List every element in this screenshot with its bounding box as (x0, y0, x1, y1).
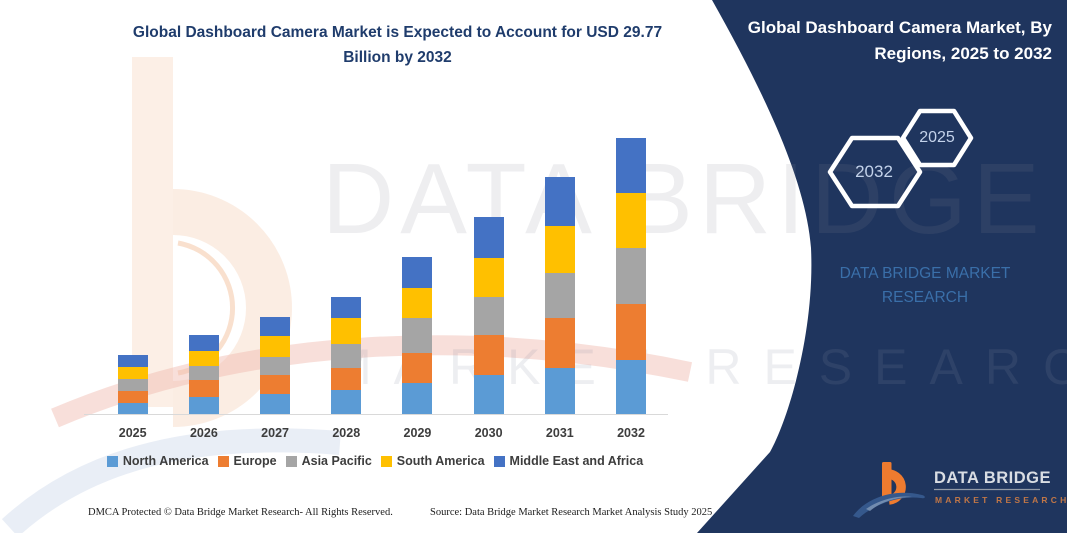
bar-segment-north-america-2032 (616, 360, 647, 415)
bar-segment-middle-east-and-africa-2026 (188, 334, 219, 351)
bar-segment-south-america-2025 (117, 367, 148, 379)
bar-segment-north-america-2030 (473, 375, 504, 415)
bar-segment-north-america-2025 (117, 402, 148, 415)
x-axis-tick-2030: 2030 (474, 426, 503, 440)
footer-source: Source: Data Bridge Market Research Mark… (430, 507, 713, 518)
side-panel-brand-text: DATA BRIDGE MARKET RESEARCH (790, 262, 1060, 310)
bar-segment-asia-pacific-2025 (117, 378, 148, 391)
bar-segment-europe-2026 (188, 379, 219, 398)
legend-item-asia-pacific: Asia Pacific (285, 454, 372, 468)
chart-title: Global Dashboard Camera Market is Expect… (95, 20, 700, 70)
logo-swoosh-highlight (866, 496, 912, 511)
legend-label-south-america: South America (396, 454, 485, 468)
legend-swatch-asia-pacific (285, 455, 297, 467)
legend-swatch-north-america (106, 455, 118, 467)
bar-segment-europe-2028 (331, 367, 362, 390)
chart-legend: North America Europe Asia Pacific South Ame… (78, 454, 672, 468)
bar-segment-middle-east-and-africa-2025 (117, 354, 148, 368)
company-logo: DATA BRIDGE MARKET RESEARCH (853, 462, 1067, 518)
brand-text-line1: DATA BRIDGE MARKET (839, 265, 1011, 282)
side-panel-title-line1: Global Dashboard Camera Market, By (747, 18, 1052, 37)
bar-segment-asia-pacific-2029 (402, 318, 433, 353)
bar-segment-europe-2029 (402, 352, 433, 383)
legend-label-asia-pacific: Asia Pacific (301, 454, 372, 468)
side-panel-background (697, 0, 1067, 533)
legend-swatch-south-america (380, 455, 392, 467)
x-axis-tick-2026: 2026 (189, 426, 218, 440)
logo-subtitle-text: MARKET RESEARCH (935, 495, 1067, 505)
legend-label-north-america: North America (122, 454, 209, 468)
bar-segment-asia-pacific-2026 (188, 365, 219, 380)
bar-segment-north-america-2028 (331, 390, 362, 415)
bar-segment-north-america-2027 (260, 394, 291, 415)
logo-swoosh-icon (853, 492, 925, 518)
bar-segment-south-america-2026 (188, 350, 219, 366)
side-panel-title: Global Dashboard Camera Market, By Regio… (740, 15, 1052, 67)
legend-label-middle-east-and-africa: Middle East and Africa (509, 454, 644, 468)
legend-item-north-america: North America (106, 454, 209, 468)
bar-segment-asia-pacific-2032 (616, 248, 647, 304)
watermark-blue-swoosh (1, 428, 341, 533)
bar-segment-middle-east-and-africa-2030 (473, 217, 504, 259)
bar-segment-south-america-2027 (260, 336, 291, 357)
logo-b-stem (882, 462, 892, 498)
bar-segment-middle-east-and-africa-2032 (616, 137, 647, 193)
x-axis-tick-2029: 2029 (403, 426, 432, 440)
x-axis-tick-2031: 2031 (545, 426, 574, 440)
bar-segment-middle-east-and-africa-2027 (260, 316, 291, 337)
bar-segment-asia-pacific-2027 (260, 356, 291, 376)
bar-segment-europe-2030 (473, 335, 504, 376)
legend-item-middle-east-and-africa: Middle East and Africa (493, 454, 644, 468)
bar-segment-south-america-2032 (616, 192, 647, 249)
bar-segment-europe-2025 (117, 390, 148, 403)
hexagon-2025 (900, 108, 974, 168)
bar-segment-south-america-2029 (402, 288, 433, 319)
bar-segment-europe-2032 (616, 303, 647, 361)
bar-segment-europe-2031 (544, 318, 575, 368)
bar-segment-europe-2027 (260, 375, 291, 395)
legend-swatch-europe (217, 455, 229, 467)
stacked-bar-chart: 2025 2026 2027 2028 2029 2030 2031 2032 (117, 137, 647, 440)
side-panel-title-line2: Regions, 2025 to 2032 (874, 44, 1052, 63)
bar-segment-north-america-2029 (402, 382, 433, 415)
logo-name-text: DATA BRIDGE (934, 469, 1051, 487)
x-axis-tick-2028: 2028 (332, 426, 361, 440)
x-axis-line (84, 414, 668, 415)
legend-item-south-america: South America (380, 454, 485, 468)
watermark-b-stem (132, 57, 173, 407)
bar-segment-north-america-2026 (188, 397, 219, 415)
bar-segment-north-america-2031 (544, 367, 575, 415)
bar-segment-middle-east-and-africa-2029 (402, 256, 433, 289)
x-axis-tick-2025: 2025 (118, 426, 147, 440)
legend-label-europe: Europe (233, 454, 277, 468)
bar-segment-south-america-2028 (331, 318, 362, 345)
bar-segment-south-america-2030 (473, 258, 504, 297)
brand-text-line2: RESEARCH (881, 289, 969, 306)
footer-copyright: DMCA Protected © Data Bridge Market Rese… (88, 507, 393, 518)
bar-segment-asia-pacific-2031 (544, 272, 575, 319)
bar-segment-south-america-2031 (544, 225, 575, 273)
watermark-text-market-research: MARKET RESEARCH (330, 339, 1067, 395)
bar-segment-asia-pacific-2028 (331, 344, 362, 368)
bar-segment-asia-pacific-2030 (473, 297, 504, 336)
chart-title-line2: Billion by 2032 (343, 49, 452, 66)
hexagon-group (827, 108, 974, 209)
chart-title-line1: Global Dashboard Camera Market is Expect… (132, 24, 663, 41)
bar-segment-middle-east-and-africa-2031 (544, 176, 575, 226)
bar-segment-middle-east-and-africa-2028 (331, 296, 362, 319)
legend-swatch-middle-east-and-africa (493, 455, 505, 467)
hexagon-label-2032: 2032 (855, 162, 893, 181)
legend-item-europe: Europe (217, 454, 277, 468)
hexagon-label-2025: 2025 (919, 129, 955, 146)
x-axis-tick-2027: 2027 (261, 426, 289, 440)
x-axis-tick-2032: 2032 (617, 426, 645, 440)
hexagon-2032 (827, 135, 923, 209)
